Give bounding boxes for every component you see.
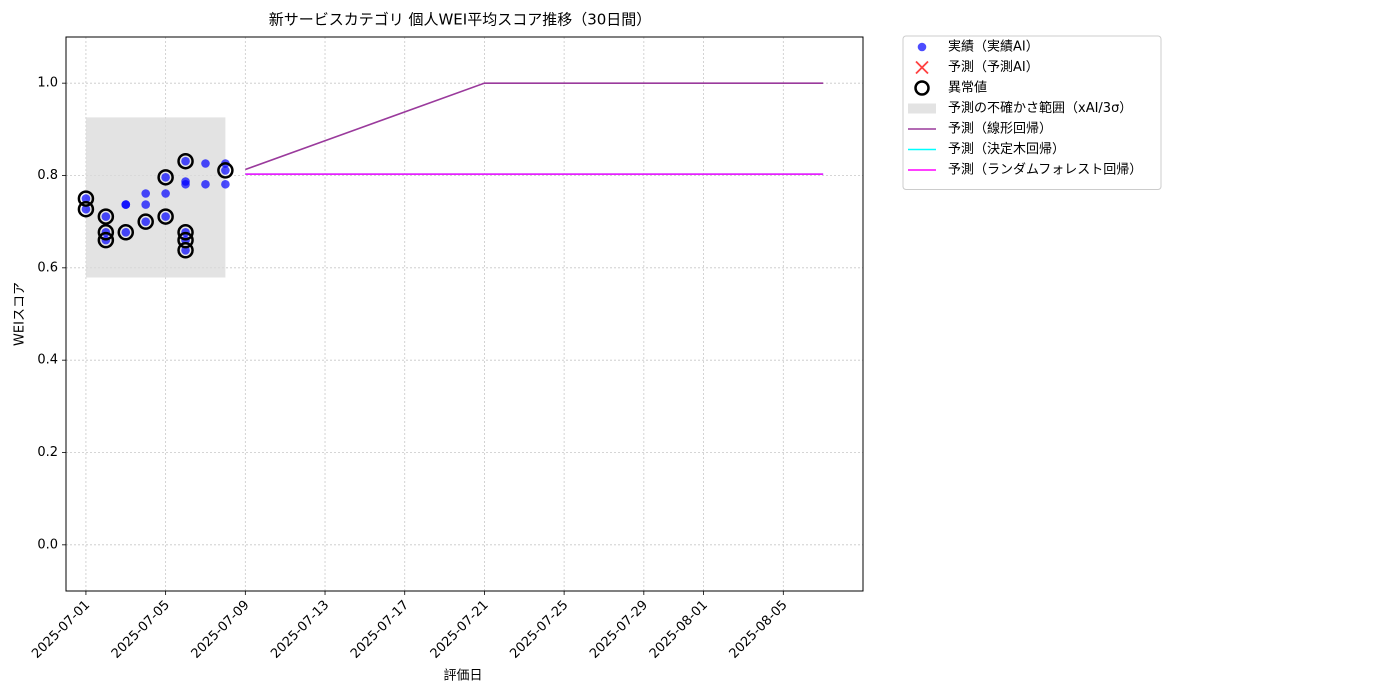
anomaly-ring [177, 152, 194, 170]
legend-label: 予測（ランダムフォレスト回帰） [948, 162, 1142, 178]
actual-point [141, 189, 150, 198]
actual-point [141, 217, 150, 226]
x-tick-label: 2025-08-01 [647, 598, 711, 662]
y-tick-label: 1.0 [37, 76, 58, 91]
y-tick-label: 0.4 [37, 353, 58, 368]
actual-point [181, 156, 190, 166]
legend-key [908, 103, 936, 114]
actual-point [81, 194, 91, 203]
anomaly-ring [177, 242, 194, 259]
actual-point [181, 179, 190, 189]
y-tick-label: 0.6 [37, 260, 58, 275]
actual-point [161, 189, 170, 198]
anomaly-ring [157, 169, 174, 186]
x-tick-label: 2025-07-25 [507, 598, 571, 662]
actual-point [121, 227, 131, 237]
y-axis-label: WEIスコア [13, 282, 28, 346]
legend-label: 予測（予測AI） [948, 60, 1039, 75]
y-tick-label: 0.0 [37, 537, 58, 552]
actual-point [201, 179, 210, 189]
anomaly-ring [157, 208, 174, 225]
y-tick-label: 0.2 [37, 445, 58, 460]
chart-title: 新サービスカテゴリ 個人WEI平均スコア推移（30日間） [269, 11, 652, 29]
anomaly-ring [117, 224, 135, 241]
x-tick-label: 2025-07-05 [109, 598, 173, 662]
anomaly-ring [97, 231, 115, 249]
actual-point [181, 245, 190, 255]
x-tick-label: 2025-07-09 [189, 598, 253, 662]
anomaly-ring [97, 224, 115, 241]
anomaly-ring [137, 213, 154, 230]
actual-point [161, 212, 170, 221]
actual-point [81, 204, 91, 214]
actual-point [141, 200, 150, 209]
x-tick-label: 2025-08-05 [727, 598, 791, 662]
x-tick-label: 2025-07-13 [268, 598, 332, 662]
anomaly-ring [217, 162, 234, 179]
actual-point [101, 212, 111, 221]
anomaly-ring [177, 224, 194, 241]
x-tick-label: 2025-07-29 [587, 598, 651, 662]
legend-label: 予測の不確かさ範囲（xAI/3σ） [948, 100, 1132, 116]
x-tick-label: 2025-07-17 [348, 598, 412, 662]
legend-label: 予測（決定木回帰） [948, 141, 1065, 157]
actual-point [161, 173, 170, 182]
legend-label: 異常値 [948, 80, 987, 96]
x-tick-label: 2025-07-21 [428, 598, 492, 662]
legend-box [902, 35, 1162, 190]
actual-point [201, 159, 210, 168]
actual-point [221, 166, 230, 175]
forecast-line [245, 82, 824, 171]
anomaly-ring [77, 200, 95, 218]
y-tick-label: 0.8 [37, 168, 58, 183]
plot-frame [65, 36, 864, 592]
x-tick-label: 2025-07-01 [29, 598, 93, 662]
anomaly-ring [177, 231, 194, 249]
anomaly-ring [97, 208, 115, 225]
x-axis-label: 評価日 [443, 669, 482, 684]
anomaly-ring [77, 190, 95, 207]
actual-point [221, 179, 230, 189]
uncertainty-band [85, 117, 226, 278]
legend-key [917, 42, 927, 52]
legend-label: 予測（線形回帰） [948, 121, 1052, 137]
legend-key [915, 60, 929, 75]
actual-point [121, 200, 131, 209]
legend-label: 実績（実績AI） [948, 39, 1039, 55]
legend-key [914, 80, 930, 96]
